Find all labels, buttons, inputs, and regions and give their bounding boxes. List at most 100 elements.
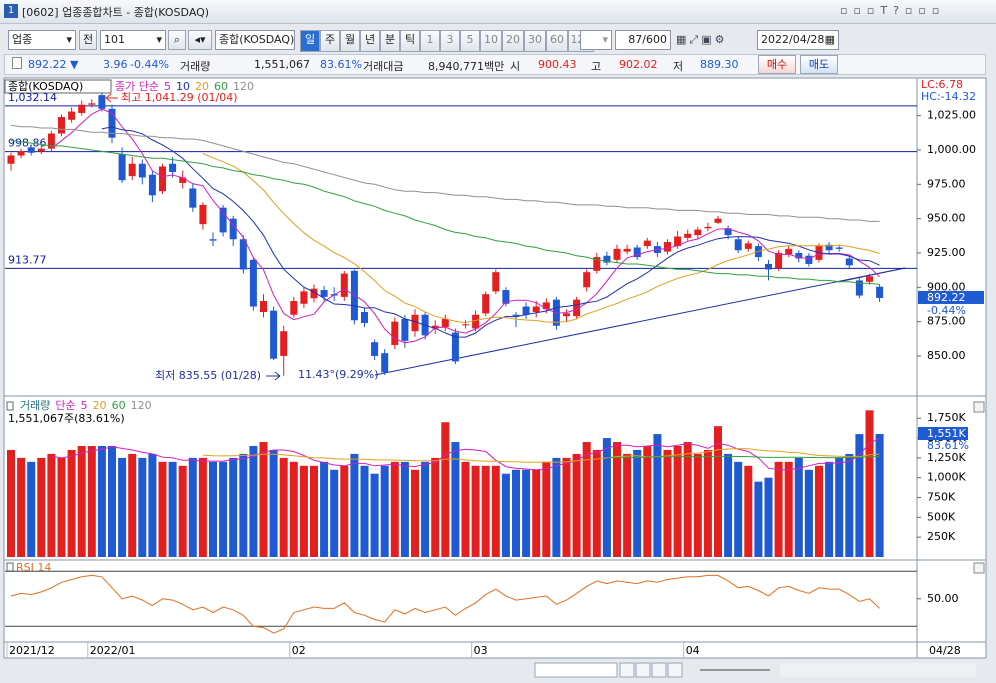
market: 업종: [12, 33, 33, 46]
candle-body: [532, 306, 540, 313]
volume: 1,551,067: [254, 58, 310, 71]
x-end-label: 04/28: [929, 644, 961, 657]
x-tick-label: 04: [686, 644, 700, 657]
tool-icons[interactable]: [780, 663, 976, 677]
window-controls[interactable]: ▫▫▫T?▫▫▫: [840, 4, 946, 17]
candle-body: [765, 263, 772, 270]
y-tick-label: 900.00: [927, 280, 966, 293]
volume-bar: [512, 469, 520, 557]
volume-bar: [643, 445, 652, 557]
code-input[interactable]: 101 ▾: [100, 30, 166, 50]
y-tick-label: 250K: [927, 530, 956, 543]
zoom-button[interactable]: [667, 662, 683, 678]
interval-button[interactable]: 5: [460, 30, 480, 52]
price: 892.22 ▼: [28, 58, 79, 71]
legend-entry: 거래량: [20, 399, 50, 412]
candle-body: [371, 342, 379, 356]
last-volume-pct: 83.61%: [927, 439, 969, 452]
period-button[interactable]: 월: [340, 30, 360, 52]
volume-bar: [168, 461, 177, 557]
candle-body: [280, 331, 288, 356]
legend-entry: 20: [195, 80, 209, 93]
candle-body: [522, 306, 530, 315]
sell-button[interactable]: 매도: [800, 55, 838, 74]
buy-button[interactable]: 매수: [758, 55, 796, 74]
interval-button[interactable]: 60: [546, 30, 568, 52]
volume-bar: [602, 438, 611, 557]
volume-bar: [703, 449, 712, 557]
interval-button[interactable]: 3: [440, 30, 460, 52]
quote-icon: [12, 57, 22, 69]
sound-button[interactable]: ◂▾: [188, 30, 212, 50]
volume-bar: [108, 445, 116, 557]
period-button[interactable]: 일: [300, 30, 320, 52]
legend-entry: 120: [233, 80, 254, 93]
candle-body: [734, 239, 742, 251]
amount: 8,940,771백만: [428, 60, 505, 73]
candle-body: [361, 312, 368, 323]
high-label: 고: [591, 60, 602, 73]
rsi-title: RSI 14: [16, 561, 51, 574]
volume-bar: [239, 453, 248, 557]
volume-bar: [320, 461, 329, 557]
period-button[interactable]: 틱: [400, 30, 420, 52]
panel-close[interactable]: [973, 401, 985, 413]
market-select[interactable]: 업종 ▾: [8, 30, 76, 50]
volume-bar: [259, 442, 268, 557]
y-tick-label: 1,750K: [927, 411, 966, 424]
stop-button[interactable]: [651, 662, 667, 678]
last-price-box: [918, 290, 984, 304]
legend-entry: 단순: [55, 399, 75, 412]
volume-bar: [57, 457, 66, 557]
x-tick-label: 02: [292, 644, 306, 657]
date-field[interactable]: 2022/04/28 ▦: [757, 30, 839, 50]
play-button[interactable]: [635, 662, 651, 678]
legend-entry: 60: [214, 80, 228, 93]
candle-body: [835, 247, 843, 249]
candle-body: [47, 133, 55, 149]
search-button[interactable]: ⌕: [168, 30, 186, 50]
period-button[interactable]: 주: [320, 30, 340, 52]
scroll-right[interactable]: [619, 662, 635, 678]
code: 101: [104, 33, 125, 46]
moving-average: [51, 437, 880, 471]
candle-body: [199, 204, 207, 225]
period-button[interactable]: 분: [380, 30, 400, 52]
interval-select[interactable]: ▾: [580, 30, 612, 50]
y-tick-label: 750K: [927, 491, 956, 504]
candle-body: [98, 95, 106, 109]
candle-body: [704, 226, 712, 229]
volume-bar: [67, 449, 76, 557]
volume-bar: [188, 457, 197, 557]
volume-bar: [754, 481, 763, 557]
interval-button[interactable]: 20: [502, 30, 524, 52]
legend-entry: 5: [81, 399, 88, 412]
level-label: 913.77: [8, 253, 47, 266]
candle-body: [512, 314, 520, 317]
candle-body: [805, 255, 813, 264]
candle-body: [401, 318, 409, 341]
interval-button[interactable]: 10: [480, 30, 502, 52]
candle-body: [583, 272, 591, 288]
scope-button[interactable]: 전: [79, 30, 97, 50]
candle-body: [108, 108, 116, 138]
low-label: 저: [673, 60, 684, 73]
candle-body: [27, 147, 35, 153]
candle-body: [189, 188, 197, 208]
interval-button[interactable]: 1: [420, 30, 440, 52]
legend-entry: 20: [93, 399, 107, 412]
candle-body: [7, 155, 15, 164]
candle-body: [128, 163, 136, 177]
panel-close[interactable]: [973, 562, 985, 574]
period-button[interactable]: 년: [360, 30, 380, 52]
date: 2022/04/28: [761, 33, 825, 46]
volume-bar: [97, 445, 106, 557]
scrollbar[interactable]: [534, 662, 618, 678]
tool-icons[interactable]: ▦⤢▣⚙: [676, 33, 728, 46]
count-field[interactable]: 87/600: [615, 30, 671, 50]
candle-body: [411, 314, 419, 332]
volume-bar: [441, 422, 450, 557]
candle-body: [239, 239, 247, 270]
interval-buttons: 1 3 5 10 20 30 60 120: [420, 30, 594, 52]
interval-button[interactable]: 30: [524, 30, 546, 52]
